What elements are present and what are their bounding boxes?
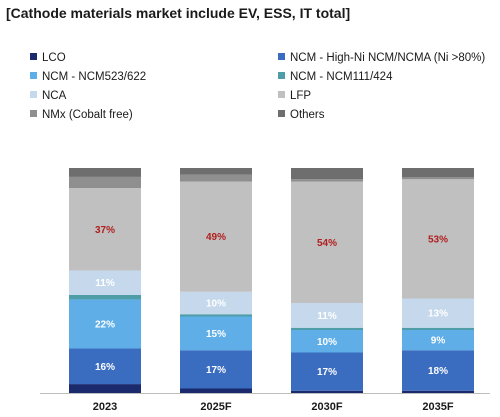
- bar-segment-lco-2023: [69, 384, 141, 393]
- bar-segment-nca-2023: [69, 270, 141, 295]
- bar-segment-ncm-ncm111-424-2035f: [402, 327, 474, 330]
- bar-segment-lco-2030f: [291, 390, 363, 393]
- bar-segment-ncm-high-ni-ncm-ncma-ni-80-2035f: [402, 350, 474, 391]
- data-label-ncm-ncm523-622-2035f: 9%: [431, 336, 446, 347]
- legend-item-ncm-ncm111-424: NCM - NCM111/424: [278, 71, 392, 83]
- bar-segment-others-2023: [69, 168, 141, 177]
- legend-label: NCM - NCM523/622: [42, 71, 147, 83]
- data-label-lfp-2025f: 49%: [206, 232, 226, 243]
- bar-segment-ncm-ncm111-424-2025f: [180, 314, 252, 317]
- legend-swatch: [278, 110, 285, 117]
- bar-segment-nmx-cobalt-free-2035f: [402, 177, 474, 180]
- data-label-ncm-ncm523-622-2023: 22%: [95, 319, 115, 330]
- bar-segment-nca-2035f: [402, 298, 474, 328]
- x-tick-label-2030f: 2030F: [311, 401, 342, 413]
- data-label-nca-2030f: 11%: [317, 311, 337, 322]
- data-label-lfp-2035f: 53%: [428, 234, 448, 245]
- data-label-nca-2035f: 13%: [428, 309, 448, 320]
- bar-segment-lco-2025f: [180, 388, 252, 393]
- bar-segment-nmx-cobalt-free-2025f: [180, 174, 252, 182]
- legend-swatch: [30, 53, 37, 60]
- legend-swatch: [30, 72, 37, 79]
- chart-title: [Cathode materials market include EV, ES…: [6, 5, 351, 21]
- legend-swatch: [278, 91, 285, 98]
- bar-segment-ncm-ncm523-622-2035f: [402, 330, 474, 351]
- x-tick-label-2035f: 2035F: [422, 401, 453, 413]
- legend-item-ncm-ncm523-622: NCM - NCM523/622: [30, 71, 146, 83]
- legend-item-lco: LCO: [30, 52, 66, 64]
- bar-segment-others-2035f: [402, 168, 474, 177]
- bar-segment-nmx-cobalt-free-2023: [69, 176, 141, 189]
- legend-label: LFP: [290, 90, 312, 102]
- data-label-lfp-2030f: 54%: [317, 238, 337, 249]
- bar-segment-lfp-2030f: [291, 181, 363, 303]
- bar-segment-lfp-2025f: [180, 181, 252, 292]
- bar-segment-ncm-ncm523-622-2025f: [180, 316, 252, 351]
- data-label-nca-2025f: 10%: [206, 299, 226, 310]
- legend-swatch: [278, 72, 285, 79]
- x-tick-label-2023: 2023: [93, 401, 117, 413]
- bar-segment-ncm-ncm111-424-2030f: [291, 327, 363, 330]
- legend-label: NCM - High-Ni NCM/NCMA (Ni >80%): [290, 52, 486, 64]
- legend-label: Others: [290, 109, 325, 121]
- bar-segment-ncm-high-ni-ncm-ncma-ni-80-2023: [69, 348, 141, 385]
- legend-item-nmx-cobalt-free: NMx (Cobalt free): [30, 109, 133, 121]
- bar-segment-lco-2035f: [402, 390, 474, 393]
- bar-segment-ncm-ncm523-622-2030f: [291, 330, 363, 353]
- bar-segment-others-2030f: [291, 168, 363, 180]
- data-label-ncm-high-ni-ncm-ncma-ni-80-2030f: 17%: [317, 367, 337, 378]
- legend-label: NMx (Cobalt free): [42, 109, 133, 121]
- data-label-lfp-2023: 37%: [95, 225, 115, 236]
- data-label-ncm-high-ni-ncm-ncma-ni-80-2035f: 18%: [428, 366, 448, 377]
- legend-item-others: Others: [278, 109, 325, 121]
- bar-segment-ncm-ncm523-622-2023: [69, 299, 141, 349]
- data-label-nca-2023: 11%: [95, 278, 115, 289]
- bar-segment-ncm-high-ni-ncm-ncma-ni-80-2030f: [291, 352, 363, 391]
- x-tick-label-2025f: 2025F: [200, 401, 231, 413]
- bar-segment-others-2025f: [180, 168, 252, 175]
- legend-swatch: [278, 53, 285, 60]
- data-label-ncm-high-ni-ncm-ncma-ni-80-2025f: 17%: [206, 365, 226, 376]
- bar-segment-nmx-cobalt-free-2030f: [291, 179, 363, 182]
- bar-segment-nca-2030f: [291, 303, 363, 328]
- data-label-ncm-ncm523-622-2030f: 10%: [317, 337, 337, 348]
- bar-segment-lfp-2023: [69, 188, 141, 271]
- bar-segment-ncm-ncm111-424-2023: [69, 294, 141, 300]
- legend-item-nca: NCA: [30, 90, 66, 102]
- bar-segment-ncm-high-ni-ncm-ncma-ni-80-2025f: [180, 350, 252, 389]
- legend-item-ncm-high-ni-ncm-ncma-ni-80: NCM - High-Ni NCM/NCMA (Ni >80%): [278, 52, 485, 64]
- data-label-ncm-high-ni-ncm-ncma-ni-80-2023: 16%: [95, 362, 115, 373]
- legend-label: NCM - NCM111/424: [290, 71, 393, 83]
- data-label-ncm-ncm523-622-2025f: 15%: [206, 329, 226, 340]
- bar-segment-lfp-2035f: [402, 179, 474, 299]
- legend-swatch: [30, 91, 37, 98]
- bar-segment-nca-2025f: [180, 291, 252, 315]
- legend-label: NCA: [42, 90, 67, 102]
- legend-swatch: [30, 110, 37, 117]
- legend-item-lfp: LFP: [278, 90, 311, 102]
- legend-label: LCO: [42, 52, 66, 64]
